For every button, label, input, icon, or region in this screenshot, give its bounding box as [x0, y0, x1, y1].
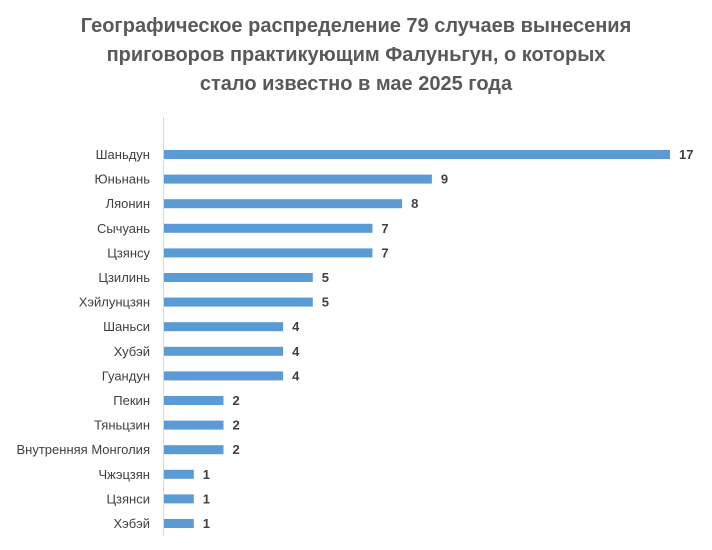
bar-0: [164, 150, 670, 159]
bar-14: [164, 494, 194, 504]
bar-4: [164, 248, 373, 258]
value-label-4: 7: [381, 245, 388, 260]
category-label-4: Цзянсу: [107, 245, 150, 260]
category-label-3: Сычуань: [97, 221, 150, 236]
chart-title-line-2: приговоров практикующим Фалуньгун, о кот…: [106, 44, 606, 66]
bar-6: [164, 297, 313, 307]
category-label-12: Внутренняя Монголия: [17, 442, 151, 457]
category-label-11: Тяньцзин: [94, 418, 150, 433]
category-label-2: Ляонин: [106, 196, 150, 211]
value-label-1: 9: [441, 172, 448, 187]
category-label-7: Шаньси: [103, 319, 150, 334]
value-label-3: 7: [381, 221, 388, 236]
value-label-8: 4: [292, 344, 300, 359]
value-label-0: 17: [679, 147, 693, 162]
category-label-6: Хэйлунцзян: [79, 295, 150, 310]
bar-9: [164, 371, 284, 381]
value-label-7: 4: [292, 319, 300, 334]
value-label-5: 5: [322, 270, 329, 285]
value-label-11: 2: [233, 418, 240, 433]
bar-15: [164, 519, 194, 528]
value-label-10: 2: [233, 393, 240, 408]
value-label-15: 1: [203, 516, 210, 531]
chart-title: Географическое распределение 79 случаев …: [0, 12, 712, 99]
value-label-6: 5: [322, 295, 329, 310]
value-label-14: 1: [203, 491, 210, 506]
bar-3: [164, 223, 373, 233]
category-label-15: Хэбэй: [114, 516, 151, 531]
bars-group: Шаньдун 17 Юньнань 9 Ляонин 8 Сычуань 7 Цзянсу 7 Ц…: [17, 147, 694, 531]
category-label-8: Хубэй: [114, 344, 150, 359]
bar-12: [164, 445, 224, 455]
bar-11: [164, 420, 224, 430]
category-label-1: Юньнань: [95, 172, 151, 187]
category-label-14: Цзянси: [106, 491, 150, 506]
bar-1: [164, 174, 432, 184]
bar-2: [164, 199, 403, 209]
chart-title-line-1: Географическое распределение 79 случаев …: [80, 15, 632, 37]
category-label-9: Гуандун: [102, 368, 150, 383]
value-label-13: 1: [203, 467, 210, 482]
value-label-9: 4: [292, 368, 300, 383]
value-label-12: 2: [233, 442, 240, 457]
category-label-10: Пекин: [113, 393, 150, 408]
category-label-5: Цзилинь: [98, 270, 150, 285]
category-label-13: Чжэцзян: [99, 467, 150, 482]
bar-7: [164, 322, 284, 332]
bar-5: [164, 273, 313, 282]
value-label-2: 8: [411, 196, 418, 211]
chart-title-line-3: стало известно в мае 2025 года: [199, 73, 513, 95]
bar-13: [164, 469, 194, 479]
bar-10: [164, 396, 224, 405]
bar-8: [164, 346, 284, 356]
category-label-0: Шаньдун: [96, 147, 150, 162]
